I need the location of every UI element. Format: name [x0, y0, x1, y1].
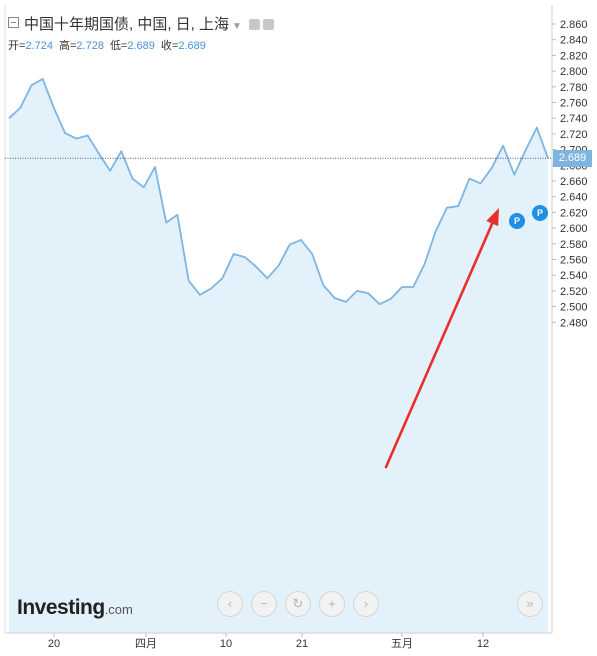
x-tick-label: 21 [296, 638, 308, 650]
y-tick-label: 2.620 [560, 207, 588, 219]
series-line [8, 78, 549, 306]
close-value: 2.689 [178, 40, 206, 52]
y-tick-label: 2.580 [560, 239, 588, 251]
open-value: 2.724 [25, 40, 53, 52]
y-axis-ticks: 2.860 2.840 2.820 2.800 2.780 2.760 2.740 2.720… [552, 19, 588, 329]
y-tick-label: 2.600 [560, 223, 588, 235]
y-tick-label: 2.720 [560, 129, 588, 141]
y-tick-label: 2.840 [560, 35, 588, 47]
arrow-head [486, 208, 499, 227]
plus-icon[interactable]: + [319, 591, 345, 617]
x-tick-label: 四月 [135, 638, 157, 650]
y-tick-label: 2.520 [560, 286, 588, 298]
y-tick-label: 2.560 [560, 255, 588, 267]
minus-icon[interactable]: − [251, 591, 277, 617]
x-tick-label: 10 [220, 638, 232, 650]
y-tick-label: 2.500 [560, 302, 588, 314]
gear-icon[interactable] [263, 19, 275, 30]
eye-icon[interactable] [249, 19, 261, 30]
current-price-label: 2.689 [553, 149, 592, 167]
arrow-shaft [384, 222, 494, 469]
x-tick-label: 12 [477, 638, 489, 650]
collapse-icon[interactable] [8, 17, 19, 28]
y-tick-label: 2.540 [560, 270, 588, 282]
close-label: 收= [160, 40, 179, 52]
y-tick-label: 2.760 [560, 98, 588, 110]
x-axis-ticks: 20 四月 10 21 五月 12 [48, 633, 489, 650]
ohlc-readout: 开=2.724 高=2.728 低=2.689 收=2.689 [8, 37, 212, 53]
dropdown-caret-icon[interactable]: ▼ [232, 21, 242, 32]
open-label: 开= [8, 40, 26, 52]
fast-forward-icon[interactable]: » [517, 591, 543, 617]
chart-title-bar: 中国十年期国债, 中国, 日, 上海 ▼ [8, 13, 275, 34]
x-tick-label: 20 [48, 638, 60, 650]
y-tick-label: 2.480 [560, 317, 588, 329]
annotation-arrow [384, 208, 499, 469]
area-fill [9, 78, 548, 633]
y-tick-label: 2.740 [560, 113, 588, 125]
high-value: 2.728 [76, 40, 104, 52]
reset-icon[interactable]: ↻ [285, 591, 311, 617]
chevron-left-icon[interactable]: ‹ [217, 591, 243, 617]
y-tick-label: 2.800 [560, 66, 588, 78]
y-tick-label: 2.820 [560, 50, 588, 62]
low-label: 低= [109, 40, 128, 52]
y-tick-label: 2.660 [560, 176, 588, 188]
high-label: 高= [58, 40, 77, 52]
p-badge[interactable]: P [509, 213, 525, 229]
y-tick-label: 2.640 [560, 192, 588, 204]
low-value: 2.689 [127, 40, 155, 52]
y-tick-label: 2.780 [560, 82, 588, 94]
chart-title: 中国十年期国债, 中国, 日, 上海 [24, 16, 230, 33]
x-tick-label: 五月 [391, 638, 413, 650]
chevron-right-icon[interactable]: › [353, 591, 379, 617]
p-badge[interactable]: P [532, 205, 548, 221]
plot-area [8, 78, 549, 633]
investing-logo: Investing.com [17, 596, 133, 619]
y-tick-label: 2.860 [560, 19, 588, 31]
